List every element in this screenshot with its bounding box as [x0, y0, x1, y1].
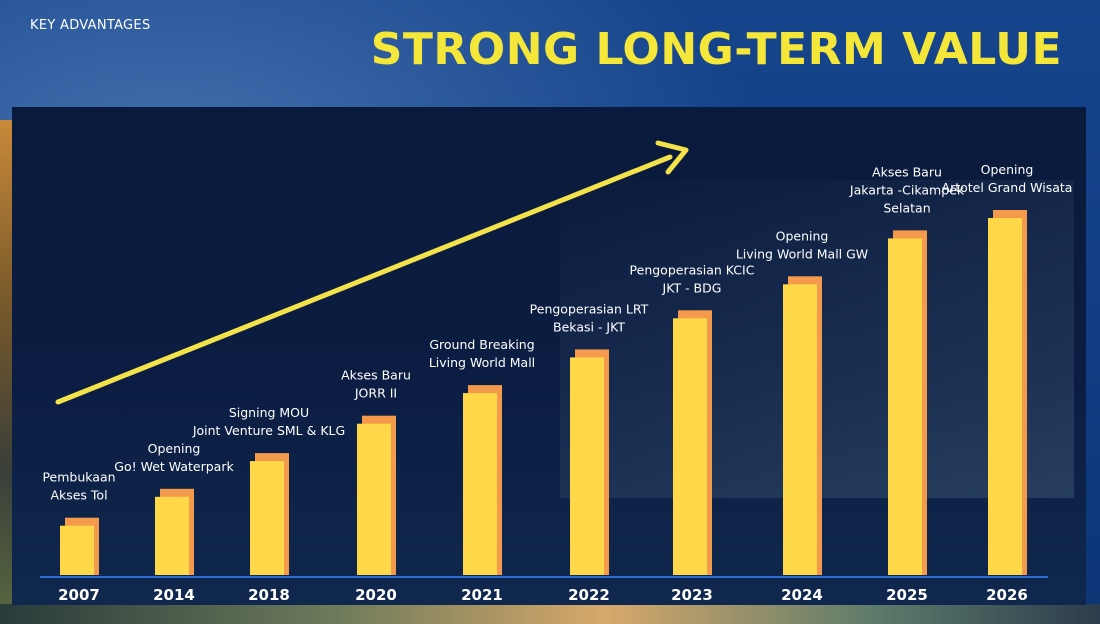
bar-2007	[60, 525, 94, 575]
x-tick-label-2023: 2023	[671, 586, 713, 604]
annotation-2021-line-1: Ground Breaking	[429, 337, 534, 352]
annotation-2022-line-1: Pengoperasian LRT	[530, 301, 649, 316]
annotation-2024-line-1: Opening	[776, 228, 829, 243]
x-tick-label-2021: 2021	[461, 586, 503, 604]
annotation-2023-line-1: Pengoperasian KCIC	[630, 262, 755, 277]
x-tick-label-2026: 2026	[986, 586, 1028, 604]
section-kicker: KEY ADVANTAGES	[30, 18, 151, 33]
bar-2018	[250, 461, 284, 575]
annotation-2021-line-2: Living World Mall	[429, 355, 535, 370]
x-tick-label-2018: 2018	[248, 586, 290, 604]
annotation-2026-line-1: Opening	[981, 162, 1034, 177]
bar-2014	[155, 496, 189, 575]
annotation-2020-line-1: Akses Baru	[341, 368, 411, 383]
annotation-2007-line-1: Pembukaan	[42, 470, 115, 485]
annotation-2023-line-2: JKT - BDG	[662, 280, 722, 295]
x-tick-label-2014: 2014	[153, 586, 195, 604]
bar-2024	[783, 284, 817, 575]
bar-2020	[357, 423, 391, 575]
annotation-2025-line-2: Jakarta -Cikampek	[849, 182, 965, 197]
annotation-2018-line-1: Signing MOU	[229, 405, 309, 420]
x-tick-label-2020: 2020	[355, 586, 397, 604]
bar-2022	[570, 357, 604, 575]
annotation-2025-line-1: Akses Baru	[872, 164, 942, 179]
annotation-2025-line-3: Selatan	[883, 200, 930, 215]
annotation-2007-line-2: Akses Tol	[50, 488, 107, 503]
annotation-2014-line-2: Go! Wet Waterpark	[114, 459, 234, 474]
annotation-2026-line-2: Artotel Grand Wisata	[942, 180, 1073, 195]
x-tick-label-2025: 2025	[886, 586, 928, 604]
annotation-2022-line-2: Bekasi - JKT	[553, 319, 625, 334]
bar-2021	[463, 393, 497, 575]
x-tick-label-2007: 2007	[58, 586, 100, 604]
bar-2025	[888, 238, 922, 575]
annotation-2018-line-2: Joint Venture SML & KLG	[192, 423, 345, 438]
trend-arrow	[55, 140, 689, 405]
page-title: STRONG LONG-TERM VALUE	[370, 24, 1062, 75]
annotation-2014-line-1: Opening	[148, 441, 201, 456]
bottom-photo-strip	[0, 604, 1100, 624]
annotation-2024-line-2: Living World Mall GW	[736, 246, 868, 261]
x-tick-label-2024: 2024	[781, 586, 823, 604]
bar-2023	[673, 318, 707, 575]
bar-2026	[988, 218, 1022, 575]
x-tick-label-2022: 2022	[568, 586, 610, 604]
annotation-2020-line-2: JORR II	[354, 386, 397, 401]
